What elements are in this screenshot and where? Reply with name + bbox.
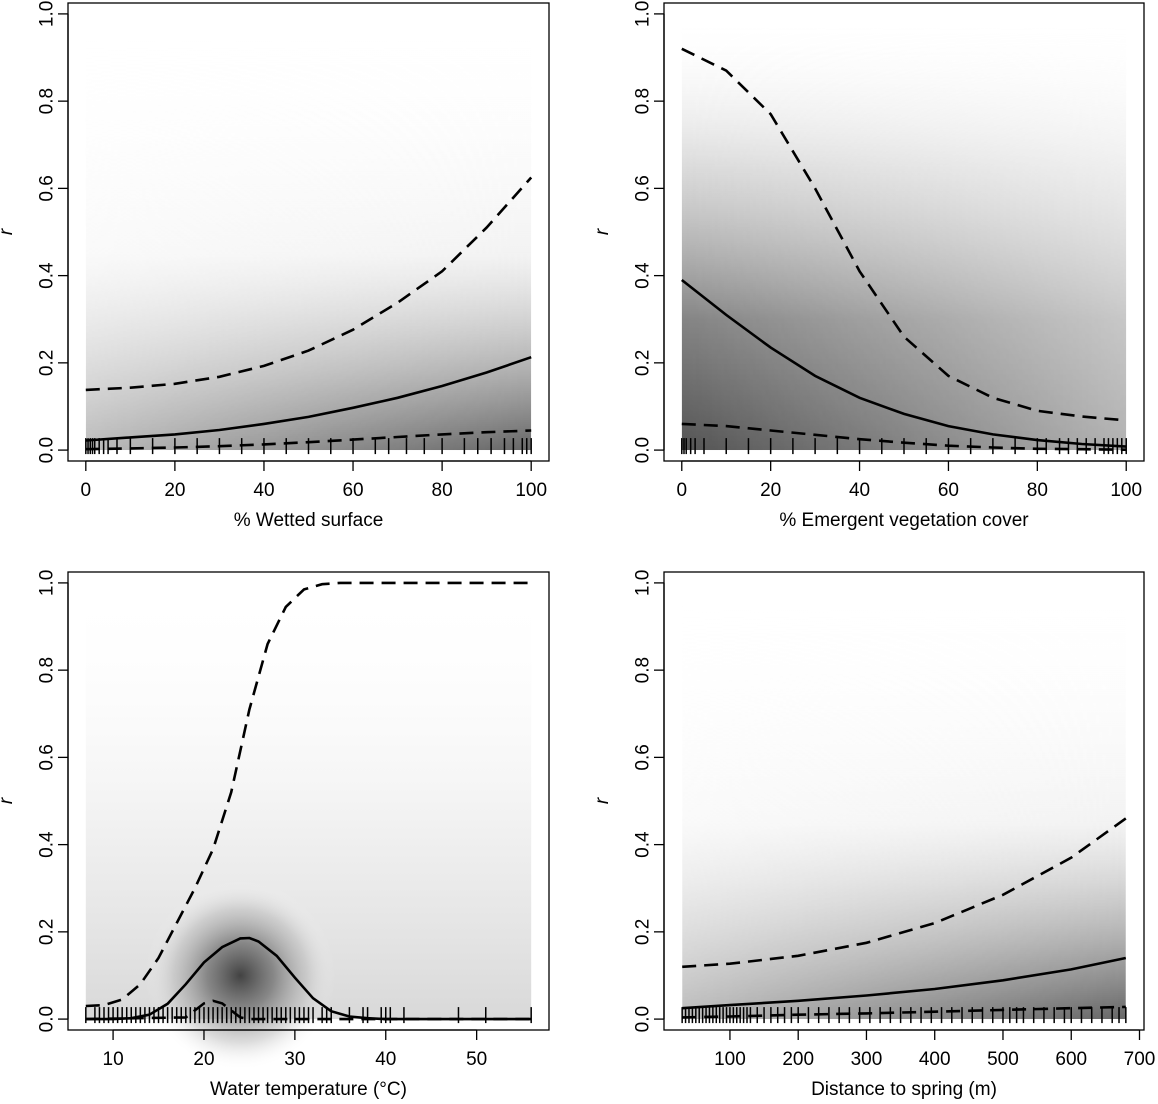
x-tick-label-1-3: 60 [342,480,363,501]
y-tick-label-2-5: 1.0 [633,1,654,27]
lower-curve-4 [682,1005,1126,1019]
uncertainty-band-2 [681,13,1127,451]
uncertainty-band-1 [85,13,532,451]
y-tick-label-3-1: 0.2 [37,919,58,945]
panel-1: 0 20 40 60 80 100 0.0 0.2 0.4 0.6 0.8 1.0 % Wetted s… [0,1,550,531]
y-axis-title-2: r [592,228,613,235]
y-tick-label-3-0: 0.0 [37,1006,58,1032]
x-tick-label-1-0: 0 [81,480,92,501]
x-tick-label-2-3: 60 [938,480,959,501]
uncertainty-band-4 [682,582,1126,1020]
x-tick-label-1-4: 80 [432,480,453,501]
y-tick-label-4-4: 0.8 [633,657,654,683]
y-tick-label-1-0: 0.0 [37,437,58,463]
y-tick-label-4-2: 0.4 [633,831,654,858]
x-axis-title-3: Water temperature (°C) [210,1079,407,1100]
y-tick-label-2-1: 0.2 [633,350,654,376]
y-tick-label-1-4: 0.8 [37,88,58,114]
y-tick-label-4-5: 1.0 [633,570,654,596]
upper-curve-2 [681,47,1127,422]
y-tick-label-3-4: 0.8 [37,657,58,683]
mean-curve-2 [680,278,1127,448]
x-tick-label-4-0: 100 [714,1049,746,1070]
y-tick-label-1-5: 1.0 [37,1,58,27]
y-tick-label-4-3: 0.6 [633,744,654,770]
x-tick-label-3-2: 30 [284,1049,305,1070]
x-axis-title-4: Distance to spring (m) [811,1079,997,1100]
y-tick-label-2-2: 0.4 [633,262,654,289]
x-tick-label-1-2: 40 [253,480,274,501]
x-tick-label-4-4: 500 [987,1049,1019,1070]
y-axis-title-1: r [0,228,17,235]
y-tick-label-1-2: 0.4 [37,262,58,289]
x-tick-label-4-5: 600 [1055,1049,1087,1070]
y-tick-label-4-1: 0.2 [633,919,654,945]
y-axis-title-3: r [0,797,17,804]
x-tick-label-2-5: 100 [1110,480,1142,501]
y-tick-label-3-5: 1.0 [37,570,58,596]
panel-2: 0 20 40 60 80 100 0.0 0.2 0.4 0.6 0.8 1.0 % Emergent… [592,1,1145,531]
upper-curve-3 [85,581,532,1008]
density-core-3 [130,816,351,1104]
x-axis-title-2: % Emergent vegetation cover [779,510,1029,531]
upper-curve-1 [85,176,533,392]
mean-curve-3 [85,936,532,1021]
y-tick-label-3-2: 0.4 [37,831,58,858]
x-tick-label-3-0: 10 [103,1049,124,1070]
x-tick-label-3-3: 40 [375,1049,396,1070]
panel-3: 10 20 30 40 50 0.0 0.2 0.4 0.6 0.8 1.0 Water temper… [0,570,550,1104]
y-axis-title-4: r [592,797,613,804]
x-tick-label-1-1: 20 [164,480,185,501]
y-tick-label-3-3: 0.6 [37,744,58,770]
x-tick-label-2-4: 80 [1027,480,1048,501]
x-tick-label-2-1: 20 [760,480,781,501]
upper-curve-4 [682,817,1127,969]
y-tick-label-2-4: 0.8 [633,88,654,114]
y-tick-label-1-3: 0.6 [37,175,58,201]
y-tick-label-1-1: 0.2 [37,350,58,376]
x-tick-label-2-2: 40 [849,480,870,501]
y-tick-label-2-0: 0.0 [633,437,654,463]
mean-curve-4 [682,956,1127,1010]
x-tick-label-3-1: 20 [193,1049,214,1070]
x-axis-title-1: % Wetted surface [234,510,384,531]
x-tick-label-2-0: 0 [676,480,687,501]
x-tick-label-4-6: 700 [1124,1049,1156,1070]
mean-curve-1 [85,355,532,442]
x-tick-label-4-2: 300 [851,1049,883,1070]
y-tick-label-2-3: 0.6 [633,175,654,201]
x-tick-label-4-3: 400 [919,1049,951,1070]
y-tick-label-4-0: 0.0 [633,1006,654,1032]
x-tick-label-4-1: 200 [782,1049,814,1070]
x-tick-label-1-5: 100 [515,480,547,501]
x-tick-label-3-4: 50 [466,1049,487,1070]
panel-4: 100 200 300 400 500 600 700 0.0 0.2 0.4 0.6 0.8 1.0 D… [592,570,1155,1100]
